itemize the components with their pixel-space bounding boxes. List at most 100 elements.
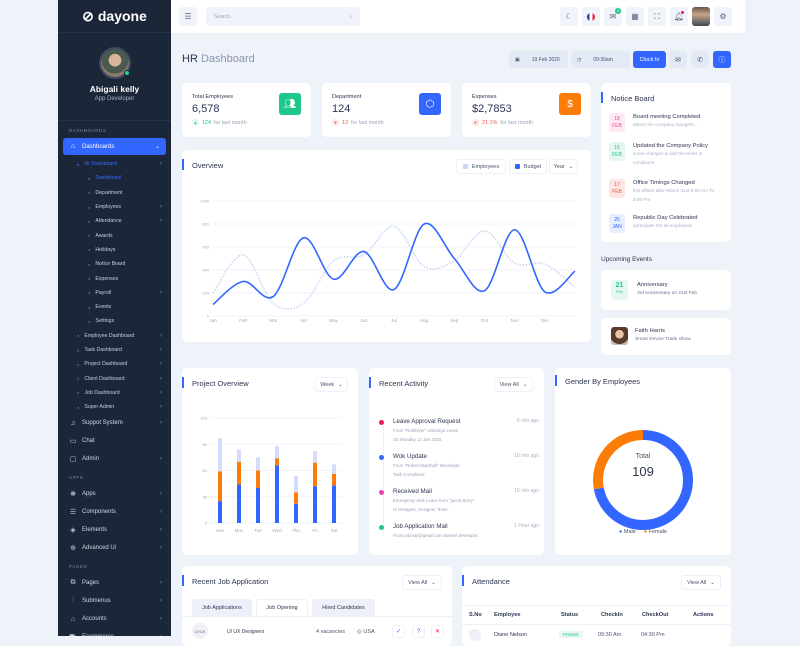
- chevron-right-icon: ›: [160, 404, 162, 411]
- approve-button[interactable]: ✓: [392, 625, 405, 638]
- sidebar-item-dashboard[interactable]: ● Client Dashboard ›: [77, 375, 162, 382]
- info-icon: ⓘ: [718, 56, 726, 64]
- sidebar-item-support[interactable]: ♫ Suppot System ›: [70, 419, 162, 427]
- week-filter-dropdown[interactable]: Week ⌄: [315, 377, 348, 392]
- upcoming-events-title: Upcoming Events: [601, 256, 652, 263]
- view-all-dropdown[interactable]: View All ⌄: [494, 377, 533, 392]
- notice-item[interactable]: 18 FEB Board meeting Completed attend the c…: [609, 113, 718, 132]
- sidebar-subitem[interactable]: ● Expenses: [88, 275, 119, 282]
- notifications-button[interactable]: 🔔︎: [670, 7, 688, 26]
- y-tick-label: 60: [203, 468, 208, 473]
- menu-toggle-button[interactable]: ☰: [179, 7, 197, 26]
- dark-mode-button[interactable]: ☾: [560, 7, 578, 26]
- activity-title: Leave Approval Request: [393, 418, 461, 425]
- chevron-right-icon: ›: [160, 204, 162, 211]
- notification-count: 3: [615, 8, 621, 14]
- sidebar-item-dashboards[interactable]: ⌂ Dashboards ⌄: [63, 138, 166, 155]
- avatar[interactable]: [98, 47, 131, 79]
- sidebar-item-dashboard[interactable]: ● Employee Dashboard ›: [77, 332, 162, 339]
- sidebar-item-dashboard[interactable]: ● Job Dashboard ›: [77, 389, 162, 396]
- sidebar-item-submenus[interactable]: ⫶ Submenus ›: [58, 592, 171, 610]
- settings-button[interactable]: ⚙: [714, 7, 732, 26]
- sidebar-item-chat[interactable]: ▭ Chat: [69, 438, 95, 446]
- location-icon: ◎: [357, 629, 362, 635]
- notice-item[interactable]: 16 FEB Updated the Company Policy some chan…: [609, 142, 718, 167]
- tab-hired-candidates[interactable]: Hired Candidates: [312, 599, 375, 616]
- sidebar-item-apps[interactable]: ❋ Apps ›: [70, 491, 162, 499]
- sidebar-subitem[interactable]: ● Attendance ›: [88, 218, 162, 225]
- attendance-card: Attendance View All ⌄ S.No Employee Statu…: [462, 566, 731, 646]
- legend-budget[interactable]: Budget: [509, 159, 547, 174]
- messages-button[interactable]: ✉ 3: [604, 7, 622, 26]
- stat-value: $2,7853: [472, 103, 512, 115]
- event-card[interactable]: 21 Feb Anniversary 3rd Anniversary on 21s…: [601, 270, 731, 310]
- job-vacancies: 4 vacancies: [316, 629, 346, 635]
- cube-icon: ⬡: [419, 93, 441, 115]
- sidebar-subitem[interactable]: ● Settings: [88, 318, 115, 325]
- sidebar-subitem[interactable]: ● Events: [88, 304, 112, 311]
- x-tick-label: Jan: [209, 318, 217, 323]
- sidebar-item-pages[interactable]: ⧉ Pages ›: [70, 579, 163, 587]
- bar-segment: [275, 446, 279, 459]
- time-picker[interactable]: ◷ 09:30am: [571, 51, 630, 68]
- hamburger-icon: ☰: [184, 12, 192, 21]
- employee-name: Diane Nelson: [494, 632, 528, 638]
- date-picker[interactable]: ▣ 19 Feb 2020: [509, 51, 568, 68]
- event-card[interactable]: Faith Harris Smart Device Trade Show: [601, 318, 731, 355]
- notice-item[interactable]: 17 FEB Office Timings Changed this effetct …: [609, 179, 718, 204]
- mail-button[interactable]: ✉: [669, 51, 687, 68]
- clock-in-button[interactable]: Clock In: [633, 51, 666, 68]
- notice-item[interactable]: 26 JAN Republic Day Celebrated participate …: [609, 214, 718, 233]
- language-button[interactable]: [582, 7, 600, 26]
- chevron-down-icon: ⌄: [338, 381, 343, 388]
- chevron-right-icon: ›: [160, 161, 162, 168]
- sidebar-item-hr-dashboard[interactable]: ● Hr Dashboard ›: [77, 161, 162, 168]
- sidebar-item-dashboard[interactable]: ● Task Dashboard ›: [77, 347, 162, 353]
- tab-job-opening[interactable]: Job Opening: [256, 599, 308, 616]
- view-all-dropdown[interactable]: View All ⌄: [681, 575, 721, 590]
- tab-job-applications[interactable]: Job Applications: [192, 599, 252, 616]
- x-tick-label: Fri: [312, 528, 317, 533]
- sidebar-subitem[interactable]: ● Notice Board: [88, 261, 126, 268]
- fullscreen-button[interactable]: ⛶: [648, 7, 666, 26]
- legend-employees[interactable]: Employees: [456, 159, 506, 174]
- sidebar-subitem[interactable]: ● Dashboard: [88, 175, 121, 182]
- search-input[interactable]: Search... ⌕: [206, 7, 360, 26]
- bar-segment: [256, 488, 260, 523]
- sidebar-item-dashboard[interactable]: ● Project Dashboard ›: [77, 361, 162, 368]
- sidebar-item-admin[interactable]: ▢ Admin ›: [69, 456, 162, 464]
- sidebar-item-elements[interactable]: ◈ Elements ›: [70, 527, 162, 535]
- sidebar-item-dashboard[interactable]: ● Super Admin ›: [77, 404, 162, 411]
- help-button[interactable]: ?: [412, 625, 425, 638]
- reject-button[interactable]: ✕: [431, 625, 444, 638]
- sidebar: ⊘ dayone Abigali kelly App Developer DASH…: [58, 0, 171, 636]
- activity-time: 6 min ago: [517, 418, 539, 424]
- timeline-dot: [379, 490, 384, 495]
- sidebar-item-advanced-ui[interactable]: ⊕ Advanced Ui ›: [70, 545, 162, 553]
- elements-icon: ◈: [70, 527, 76, 535]
- notice-date: 16 FEB: [609, 142, 625, 161]
- info-button[interactable]: ⓘ: [713, 51, 731, 68]
- sidebar-item-accounts[interactable]: ⌂ Accounts ›: [70, 615, 162, 623]
- year-filter-dropdown[interactable]: Year ⌄: [549, 159, 578, 174]
- sidebar-item-ecommerce[interactable]: ⛟Ecommerce›: [58, 628, 171, 636]
- column-header: S.No: [469, 612, 482, 618]
- call-button[interactable]: ✆: [691, 51, 709, 68]
- y-tick-label: 800: [202, 222, 209, 227]
- person-event: Smart Device Trade Show: [635, 337, 691, 342]
- sidebar-item-components[interactable]: ☰ Components ›: [69, 509, 162, 517]
- apps-grid-button[interactable]: ▦: [626, 7, 644, 26]
- user-avatar[interactable]: [692, 7, 710, 26]
- sidebar-subitem[interactable]: ● Department: [88, 189, 123, 196]
- sidebar-subitem[interactable]: ● Awards: [88, 232, 113, 239]
- apps-icon: ❋: [70, 491, 76, 499]
- person-avatar: [611, 327, 628, 345]
- sidebar-subitem[interactable]: ● Employees ›: [88, 204, 162, 211]
- stat-change: ▼ 13 for last month: [332, 119, 384, 126]
- sidebar-subitem[interactable]: ● Payroll ›: [88, 289, 162, 296]
- activity-title: Job Application Mail: [393, 523, 448, 530]
- sidebar-subitem[interactable]: ● Holidays: [88, 246, 116, 253]
- brand-logo[interactable]: ⊘ dayone: [58, 0, 171, 33]
- view-all-dropdown[interactable]: View All ⌄: [402, 575, 442, 590]
- bar-segment: [256, 470, 260, 488]
